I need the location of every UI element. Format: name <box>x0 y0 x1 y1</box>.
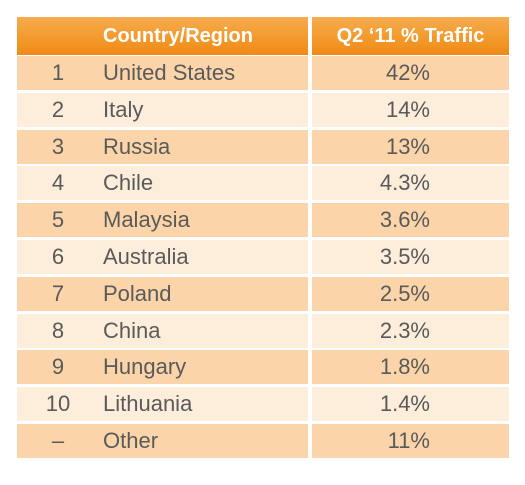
header-rank <box>17 17 99 55</box>
traffic-cell: 14% <box>312 92 509 127</box>
table-row: – Other 11% <box>17 423 509 458</box>
country-cell: Australia <box>99 239 308 274</box>
traffic-table: Country/Region Q2 ‘11 % Traffic 1 United … <box>17 17 509 461</box>
rank-cell: 2 <box>17 92 99 127</box>
table-row: 9 Hungary 1.8% <box>17 350 509 385</box>
table-row: 1 United States 42% <box>17 56 509 90</box>
country-cell: Other <box>99 423 308 458</box>
rank-cell: 9 <box>17 350 99 385</box>
country-cell: Chile <box>99 166 308 201</box>
traffic-cell: 42% <box>312 56 509 90</box>
table-row: 5 Malaysia 3.6% <box>17 203 509 238</box>
table-row: 3 Russia 13% <box>17 129 509 164</box>
country-cell: Poland <box>99 276 308 311</box>
country-cell: Malaysia <box>99 203 308 238</box>
traffic-cell: 3.6% <box>312 203 509 238</box>
rank-cell: 1 <box>17 56 99 90</box>
table-row: 7 Poland 2.5% <box>17 276 509 311</box>
rank-cell: 6 <box>17 239 99 274</box>
rank-cell: 10 <box>17 387 99 422</box>
table-row: 4 Chile 4.3% <box>17 166 509 201</box>
rank-cell: 3 <box>17 129 99 164</box>
header-country-region: Country/Region <box>99 17 308 55</box>
country-cell: Italy <box>99 92 308 127</box>
country-cell: Russia <box>99 129 308 164</box>
table-row: 6 Australia 3.5% <box>17 239 509 274</box>
traffic-cell: 1.8% <box>312 350 509 385</box>
header-traffic: Q2 ‘11 % Traffic <box>312 17 509 55</box>
traffic-cell: 3.5% <box>312 239 509 274</box>
rank-cell: 8 <box>17 313 99 348</box>
traffic-cell: 1.4% <box>312 387 509 422</box>
country-cell: Hungary <box>99 350 308 385</box>
table-row: 2 Italy 14% <box>17 92 509 127</box>
table-header: Country/Region Q2 ‘11 % Traffic <box>17 17 509 55</box>
traffic-cell: 4.3% <box>312 166 509 201</box>
traffic-cell: 2.5% <box>312 276 509 311</box>
table-row: 8 China 2.3% <box>17 313 509 348</box>
country-cell: United States <box>99 56 308 90</box>
country-cell: Lithuania <box>99 387 308 422</box>
table-row: 10 Lithuania 1.4% <box>17 387 509 422</box>
rank-cell: – <box>17 423 99 458</box>
rank-cell: 7 <box>17 276 99 311</box>
traffic-cell: 2.3% <box>312 313 509 348</box>
rank-cell: 5 <box>17 203 99 238</box>
country-cell: China <box>99 313 308 348</box>
traffic-cell: 11% <box>312 423 509 458</box>
table-body: 1 United States 42% 2 Italy 14% 3 Russia 13% 4 Chi… <box>17 56 509 458</box>
rank-cell: 4 <box>17 166 99 201</box>
traffic-cell: 13% <box>312 129 509 164</box>
